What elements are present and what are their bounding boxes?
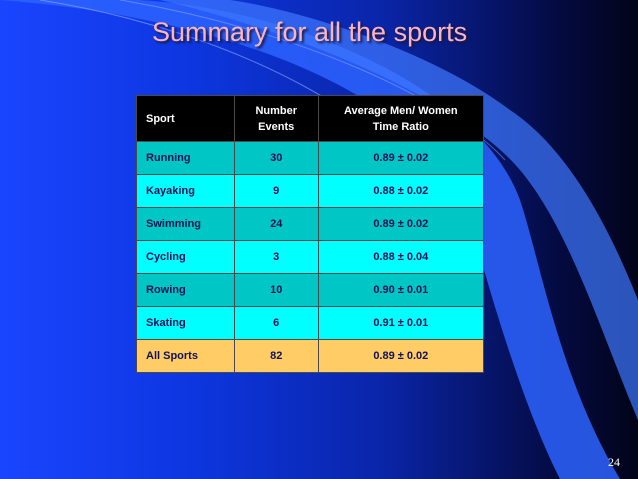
header-events-line1: Number — [255, 104, 297, 117]
cell-ratio: 0.90 ± 0.01 — [317, 273, 485, 307]
header-sport: Sport — [136, 95, 235, 142]
table-row: Kayaking 9 0.88 ± 0.02 — [136, 174, 485, 208]
table-total-row: All Sports 82 0.89 ± 0.02 — [136, 339, 485, 373]
cell-events: 30 — [233, 141, 319, 175]
cell-sport: Rowing — [136, 273, 235, 307]
cell-ratio: 0.89 ± 0.02 — [317, 339, 485, 373]
cell-sport: Cycling — [136, 240, 235, 274]
header-events-line2: Events — [258, 120, 295, 133]
sports-summary-table: Sport Number Events Average Men/ Women Tim… — [136, 95, 485, 373]
cell-sport: Kayaking — [136, 174, 235, 208]
table-row: Swimming 24 0.89 ± 0.02 — [136, 207, 485, 241]
slide-title: Summary for all the sports — [152, 17, 468, 47]
table-row: Cycling 3 0.88 ± 0.04 — [136, 240, 485, 274]
header-events: Number Events — [233, 95, 319, 142]
cell-events: 82 — [233, 339, 319, 373]
cell-events: 3 — [233, 240, 319, 274]
cell-events: 6 — [233, 306, 319, 340]
header-sport-label: Sport — [146, 112, 175, 125]
cell-events: 10 — [233, 273, 319, 307]
table-row: Rowing 10 0.90 ± 0.01 — [136, 273, 485, 307]
cell-sport: Running — [136, 141, 235, 175]
cell-ratio: 0.89 ± 0.02 — [317, 207, 485, 241]
cell-sport: All Sports — [136, 339, 235, 373]
header-ratio: Average Men/ Women Time Ratio — [317, 95, 485, 142]
table-row: Skating 6 0.91 ± 0.01 — [136, 306, 485, 340]
header-ratio-line1: Average Men/ Women — [343, 104, 458, 117]
table-row: Running 30 0.89 ± 0.02 — [136, 141, 485, 175]
cell-ratio: 0.89 ± 0.02 — [317, 141, 485, 175]
cell-events: 9 — [233, 174, 319, 208]
cell-ratio: 0.88 ± 0.02 — [317, 174, 485, 208]
cell-ratio: 0.91 ± 0.01 — [317, 306, 485, 340]
cell-events: 24 — [233, 207, 319, 241]
table-header-row: Sport Number Events Average Men/ Women Tim… — [136, 95, 485, 142]
cell-ratio: 0.88 ± 0.04 — [317, 240, 485, 274]
cell-sport: Skating — [136, 306, 235, 340]
header-ratio-line2: Time Ratio — [372, 120, 429, 133]
page-number: 24 — [608, 455, 620, 469]
cell-sport: Swimming — [136, 207, 235, 241]
